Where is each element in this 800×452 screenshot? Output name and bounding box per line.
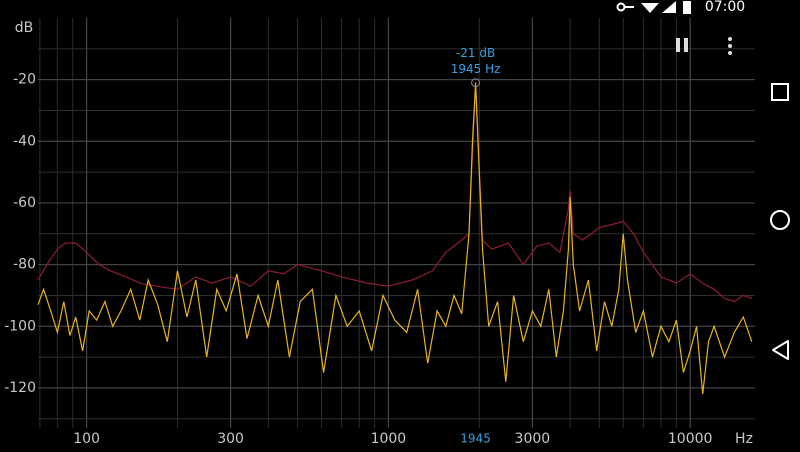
pause-icon <box>684 38 688 52</box>
status-bar: 07:00 <box>616 0 745 15</box>
menu-dot <box>728 51 732 55</box>
pause-icon <box>676 38 680 52</box>
y-axis-label: dB <box>15 20 34 36</box>
spectrum-line <box>37 82 753 303</box>
x-tick-label: 100 <box>73 431 100 447</box>
spectrum-line <box>37 82 753 395</box>
menu-button[interactable] <box>728 37 732 55</box>
recents-button[interactable] <box>771 83 789 101</box>
plot: 100 300 1000 3000 10000 -20 -40 -60 -80 -100 -120 -… <box>4 18 755 447</box>
clock: 07:00 <box>705 0 745 15</box>
peak-marker <box>471 78 481 88</box>
signal-icon <box>662 1 676 13</box>
x-tick-label: 3000 <box>515 431 551 447</box>
menu-dot <box>728 44 732 48</box>
back-button[interactable] <box>772 340 789 360</box>
x-tick-label: 300 <box>217 431 244 447</box>
y-tick-label: -120 <box>4 380 36 396</box>
y-tick-label: -100 <box>4 318 36 334</box>
wifi-icon <box>641 3 659 13</box>
peak-hz-label: 1945 Hz <box>451 62 501 76</box>
peak-db-label: -21 dB <box>456 46 495 60</box>
battery-icon <box>683 1 691 14</box>
x-tick-label: 10000 <box>668 431 713 447</box>
peak-x-marker: 1945 <box>460 432 491 446</box>
y-tick-label: -20 <box>13 72 36 88</box>
y-tick-label: -40 <box>13 133 36 149</box>
y-tick-label: -60 <box>13 195 36 211</box>
menu-dot <box>728 37 732 41</box>
y-tick-label: -80 <box>13 257 36 273</box>
pause-button[interactable] <box>676 38 688 52</box>
home-button[interactable] <box>770 210 790 230</box>
x-tick-label: 1000 <box>371 431 407 447</box>
x-axis-label: Hz <box>735 431 753 447</box>
